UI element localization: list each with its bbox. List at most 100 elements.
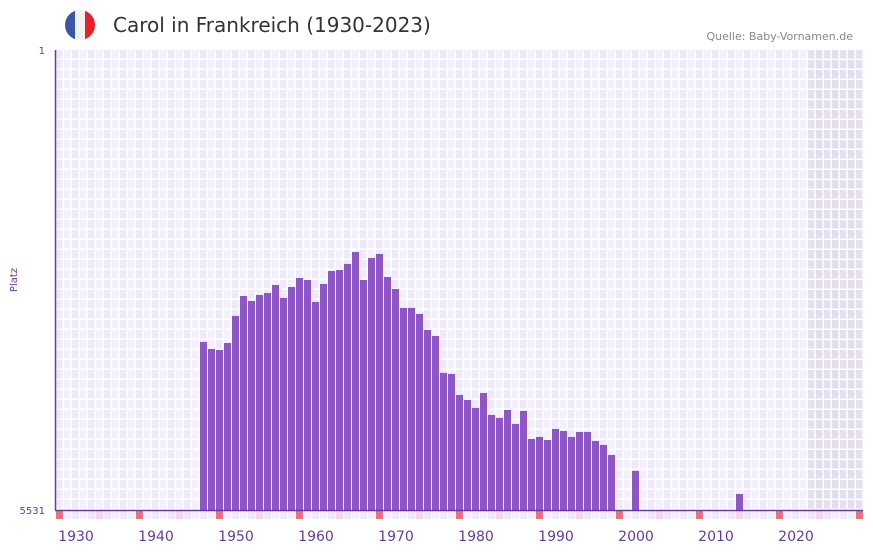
grid-cell xyxy=(696,430,703,439)
grid-cell xyxy=(760,470,767,479)
grid-cell xyxy=(248,110,255,119)
grid-cell xyxy=(752,370,759,379)
grid-cell xyxy=(568,160,575,169)
grid-cell xyxy=(720,140,727,149)
grid-cell xyxy=(640,260,647,269)
grid-cell xyxy=(104,260,111,269)
grid-cell xyxy=(232,180,239,189)
grid-cell xyxy=(672,410,679,419)
grid-cell xyxy=(776,470,783,479)
grid-cell xyxy=(696,330,703,339)
grid-cell xyxy=(640,210,647,219)
grid-cell xyxy=(656,500,663,509)
grid-cell xyxy=(232,80,239,89)
grid-cell xyxy=(264,200,271,209)
grid-cell xyxy=(152,170,159,179)
grid-cell xyxy=(816,320,823,329)
grid-cell xyxy=(680,170,687,179)
grid-cell xyxy=(544,80,551,89)
grid-cell xyxy=(400,80,407,89)
grid-cell xyxy=(680,60,687,69)
grid-cell xyxy=(64,110,71,119)
grid-cell xyxy=(104,390,111,399)
grid-cell xyxy=(456,380,463,389)
grid-cell xyxy=(176,450,183,459)
grid-cell xyxy=(624,250,631,259)
grid-cell xyxy=(656,400,663,409)
grid-cell xyxy=(448,250,455,259)
grid-cell xyxy=(504,50,511,59)
grid-cell xyxy=(584,370,591,379)
grid-cell xyxy=(744,120,751,129)
grid-cell xyxy=(496,150,503,159)
grid-cell xyxy=(504,60,511,69)
grid-cell xyxy=(120,460,127,469)
grid-cell xyxy=(648,450,655,459)
grid-cell xyxy=(160,310,167,319)
grid-cell xyxy=(568,330,575,339)
grid-cell xyxy=(384,120,391,129)
grid-cell xyxy=(648,170,655,179)
grid-cell xyxy=(456,310,463,319)
grid-cell xyxy=(720,310,727,319)
grid-cell xyxy=(776,130,783,139)
grid-cell xyxy=(192,320,199,329)
grid-cell xyxy=(120,270,127,279)
grid-cell xyxy=(504,280,511,289)
grid-cell xyxy=(456,140,463,149)
grid-cell xyxy=(80,400,87,409)
grid-cell xyxy=(144,300,151,309)
grid-cell xyxy=(288,210,295,219)
grid-cell xyxy=(496,160,503,169)
grid-cell xyxy=(752,100,759,109)
grid-cell xyxy=(352,170,359,179)
grid-cell xyxy=(72,190,79,199)
grid-cell xyxy=(112,150,119,159)
grid-cell xyxy=(352,220,359,229)
grid-cell xyxy=(104,150,111,159)
grid-cell xyxy=(592,290,599,299)
grid-cell xyxy=(720,330,727,339)
grid-cell xyxy=(824,60,831,69)
grid-cell xyxy=(184,330,191,339)
grid-cell xyxy=(496,290,503,299)
grid-cell xyxy=(400,170,407,179)
grid-cell xyxy=(144,370,151,379)
grid-cell xyxy=(720,110,727,119)
grid-cell xyxy=(616,130,623,139)
grid-cell xyxy=(744,140,751,149)
grid-cell xyxy=(456,340,463,349)
grid-cell xyxy=(760,60,767,69)
grid-cell xyxy=(184,290,191,299)
grid-cell xyxy=(680,160,687,169)
grid-cell xyxy=(808,410,815,419)
grid-cell xyxy=(488,90,495,99)
grid-cell xyxy=(840,400,847,409)
grid-cell xyxy=(608,230,615,239)
grid-cell xyxy=(112,490,119,499)
grid-cell xyxy=(480,280,487,289)
grid-cell xyxy=(168,230,175,239)
grid-cell xyxy=(704,440,711,449)
grid-cell xyxy=(552,310,559,319)
grid-cell xyxy=(448,170,455,179)
grid-cell xyxy=(168,300,175,309)
grid-cell xyxy=(592,310,599,319)
grid-cell xyxy=(128,350,135,359)
decade-marker xyxy=(216,511,223,519)
grid-cell xyxy=(640,500,647,509)
grid-cell xyxy=(464,150,471,159)
grid-cell xyxy=(816,500,823,509)
grid-cell xyxy=(520,380,527,389)
grid-cell xyxy=(520,80,527,89)
grid-cell xyxy=(816,240,823,249)
grid-cell xyxy=(672,60,679,69)
grid-cell xyxy=(608,100,615,109)
grid-cell xyxy=(296,80,303,89)
grid-cell xyxy=(632,90,639,99)
grid-cell xyxy=(504,320,511,329)
grid-cell xyxy=(568,120,575,129)
grid-cell xyxy=(72,270,79,279)
grid-cell xyxy=(624,440,631,449)
grid-cell xyxy=(72,420,79,429)
